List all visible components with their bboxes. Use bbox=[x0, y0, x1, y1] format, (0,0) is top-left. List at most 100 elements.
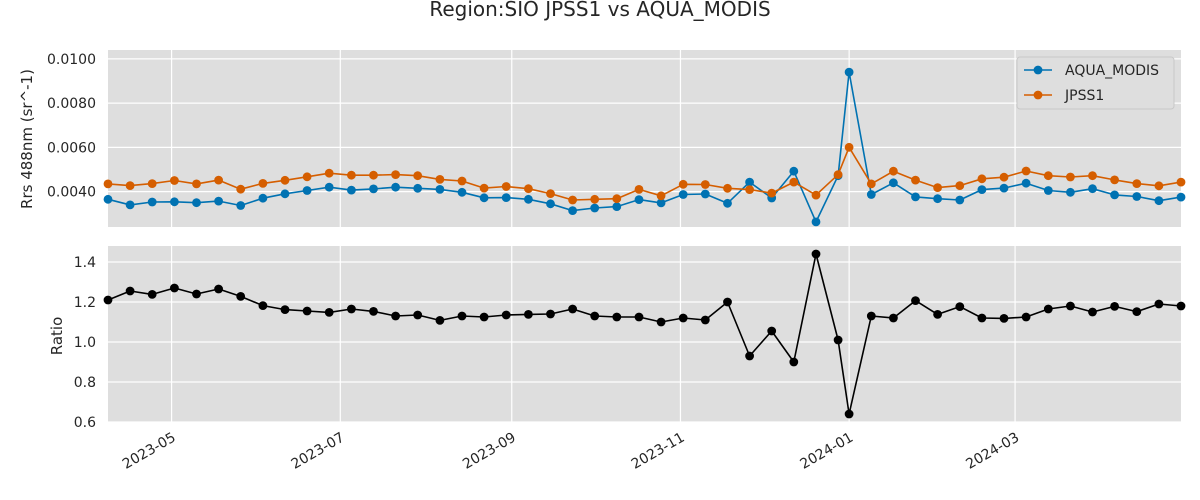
top-data-point bbox=[867, 190, 876, 199]
x-tick-label: 2024-03 bbox=[963, 430, 1022, 473]
top-data-point bbox=[845, 143, 854, 152]
top-data-point bbox=[458, 177, 467, 186]
bottom-data-point bbox=[1000, 314, 1009, 323]
bottom-data-point bbox=[413, 311, 422, 320]
figure: Region:SIO JPSS1 vs AQUA_MODIS 0.00400.0… bbox=[0, 0, 1200, 500]
top-data-point bbox=[612, 202, 621, 211]
top-data-point bbox=[789, 167, 798, 176]
bottom-data-point bbox=[657, 318, 666, 327]
legend-marker bbox=[1034, 66, 1043, 75]
top-y-tick-label: 0.0080 bbox=[47, 96, 96, 112]
top-data-point bbox=[590, 204, 599, 213]
bottom-y-tick-label: 1.4 bbox=[74, 255, 96, 271]
bottom-data-point bbox=[978, 314, 987, 323]
top-data-point bbox=[789, 178, 798, 187]
top-data-point bbox=[391, 183, 400, 192]
top-data-point bbox=[148, 198, 157, 207]
top-data-point bbox=[325, 183, 334, 192]
top-data-point bbox=[723, 184, 732, 193]
top-data-point bbox=[812, 218, 821, 227]
top-data-point bbox=[259, 194, 268, 203]
top-data-point bbox=[1177, 178, 1186, 187]
bottom-data-point bbox=[812, 250, 821, 259]
bottom-data-point bbox=[1088, 308, 1097, 317]
top-data-point bbox=[148, 179, 157, 188]
top-data-point bbox=[480, 193, 489, 202]
top-data-point bbox=[546, 189, 555, 198]
bottom-data-point bbox=[1110, 302, 1119, 311]
top-data-point bbox=[845, 68, 854, 77]
top-data-point bbox=[1088, 184, 1097, 193]
bottom-data-point bbox=[192, 290, 201, 299]
bottom-data-point bbox=[911, 296, 920, 305]
top-data-point bbox=[911, 193, 920, 202]
top-data-point bbox=[524, 184, 533, 193]
bottom-data-point bbox=[347, 305, 356, 314]
bottom-data-point bbox=[524, 310, 533, 319]
top-data-point bbox=[911, 176, 920, 185]
bottom-data-point bbox=[568, 305, 577, 314]
top-data-point bbox=[590, 195, 599, 204]
bottom-data-point bbox=[325, 308, 334, 317]
top-data-point bbox=[413, 184, 422, 193]
top-data-point bbox=[347, 186, 356, 195]
top-data-point bbox=[502, 193, 511, 202]
bottom-y-ticks: 0.6 0.8 1.0 1.2 1.4 bbox=[74, 255, 96, 431]
top-data-point bbox=[524, 195, 533, 204]
bottom-data-point bbox=[170, 284, 179, 293]
top-y-axis-label: Rrs 488nm (sr^-1) bbox=[18, 69, 36, 209]
top-data-point bbox=[546, 199, 555, 208]
top-data-point bbox=[1132, 179, 1141, 188]
bottom-data-point bbox=[845, 410, 854, 419]
bottom-y-tick-label: 0.8 bbox=[74, 375, 96, 391]
top-data-point bbox=[281, 189, 290, 198]
bottom-data-point bbox=[148, 290, 157, 299]
top-data-point bbox=[303, 172, 312, 181]
bottom-data-point bbox=[933, 310, 942, 319]
bottom-data-point bbox=[590, 312, 599, 321]
bottom-data-point bbox=[834, 336, 843, 345]
top-data-point bbox=[369, 171, 378, 180]
top-data-point bbox=[978, 174, 987, 183]
bottom-data-point bbox=[236, 292, 245, 301]
top-data-point bbox=[369, 185, 378, 194]
bottom-data-point bbox=[259, 301, 268, 310]
top-data-point bbox=[1000, 184, 1009, 193]
legend-label: AQUA_MODIS bbox=[1065, 63, 1159, 79]
top-data-point bbox=[933, 194, 942, 203]
bottom-y-tick-label: 1.0 bbox=[74, 335, 96, 351]
top-data-point bbox=[635, 185, 644, 194]
top-data-point bbox=[701, 180, 710, 189]
x-ticks: 2023-05 2023-07 2023-09 2023-11 2024-01 2024-… bbox=[120, 430, 1022, 473]
top-data-point bbox=[701, 190, 710, 199]
top-data-point bbox=[1000, 173, 1009, 182]
top-data-point bbox=[723, 199, 732, 208]
top-data-point bbox=[834, 170, 843, 179]
bottom-data-point bbox=[1044, 305, 1053, 314]
bottom-y-tick-label: 1.2 bbox=[74, 295, 96, 311]
top-data-point bbox=[1044, 186, 1053, 195]
top-data-point bbox=[214, 176, 223, 185]
bottom-data-point bbox=[126, 287, 135, 296]
x-tick-label: 2023-05 bbox=[120, 430, 179, 473]
bottom-data-point bbox=[303, 307, 312, 316]
legend: AQUA_MODIS JPSS1 bbox=[1017, 57, 1174, 109]
bottom-data-point bbox=[502, 311, 511, 320]
top-data-point bbox=[767, 189, 776, 198]
top-data-point bbox=[303, 186, 312, 195]
top-data-point bbox=[480, 184, 489, 193]
x-tick-label: 2023-09 bbox=[460, 430, 519, 473]
bottom-y-tick-label: 0.6 bbox=[74, 415, 96, 431]
top-data-point bbox=[325, 169, 334, 178]
top-data-point bbox=[192, 180, 201, 189]
top-data-point bbox=[955, 196, 964, 205]
top-data-point bbox=[126, 201, 135, 210]
top-data-point bbox=[281, 176, 290, 185]
top-data-point bbox=[214, 197, 223, 206]
bottom-data-point bbox=[889, 314, 898, 323]
bottom-data-point bbox=[1177, 302, 1186, 311]
top-data-point bbox=[236, 201, 245, 210]
top-data-point bbox=[657, 191, 666, 200]
top-data-point bbox=[745, 185, 754, 194]
top-data-point bbox=[458, 188, 467, 197]
